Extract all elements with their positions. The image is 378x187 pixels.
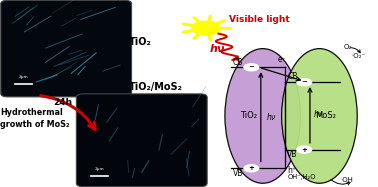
Text: −: − [248, 64, 254, 70]
Text: hν: hν [266, 113, 276, 122]
Text: O₂: O₂ [343, 44, 352, 50]
FancyBboxPatch shape [1, 0, 132, 97]
Text: ·OH: ·OH [340, 177, 353, 183]
Text: e⁻: e⁻ [277, 55, 286, 64]
Text: +: + [301, 147, 307, 153]
Circle shape [244, 64, 259, 71]
Text: Hydrothermal
growth of MoS₂: Hydrothermal growth of MoS₂ [0, 108, 70, 129]
Circle shape [244, 165, 259, 172]
Text: +: + [248, 165, 254, 171]
Circle shape [297, 146, 312, 153]
Circle shape [192, 21, 220, 35]
Text: 2μm: 2μm [19, 75, 28, 79]
Text: CB: CB [232, 58, 243, 67]
Text: ·O₂⁻: ·O₂⁻ [352, 53, 366, 59]
Text: TiO₂: TiO₂ [240, 111, 257, 120]
Text: 2μm: 2μm [94, 167, 104, 171]
Text: TiO₂/MoS₂: TiO₂/MoS₂ [129, 82, 183, 92]
Text: OH⁻,H₂O: OH⁻,H₂O [288, 174, 316, 180]
Text: CB: CB [287, 73, 297, 82]
Text: VB: VB [232, 169, 243, 178]
Text: Visible light: Visible light [229, 16, 290, 24]
Text: hν: hν [314, 110, 323, 119]
Ellipse shape [282, 49, 357, 183]
Text: hν: hν [210, 44, 225, 54]
Text: MoS₂: MoS₂ [315, 111, 336, 120]
Text: −: − [301, 79, 307, 85]
Circle shape [297, 79, 312, 86]
Text: VB: VB [287, 150, 297, 159]
FancyBboxPatch shape [76, 94, 207, 187]
Text: h⁺: h⁺ [287, 166, 296, 175]
Ellipse shape [225, 49, 301, 183]
Text: TiO₂: TiO₂ [129, 37, 151, 47]
Text: 24h: 24h [53, 98, 72, 107]
